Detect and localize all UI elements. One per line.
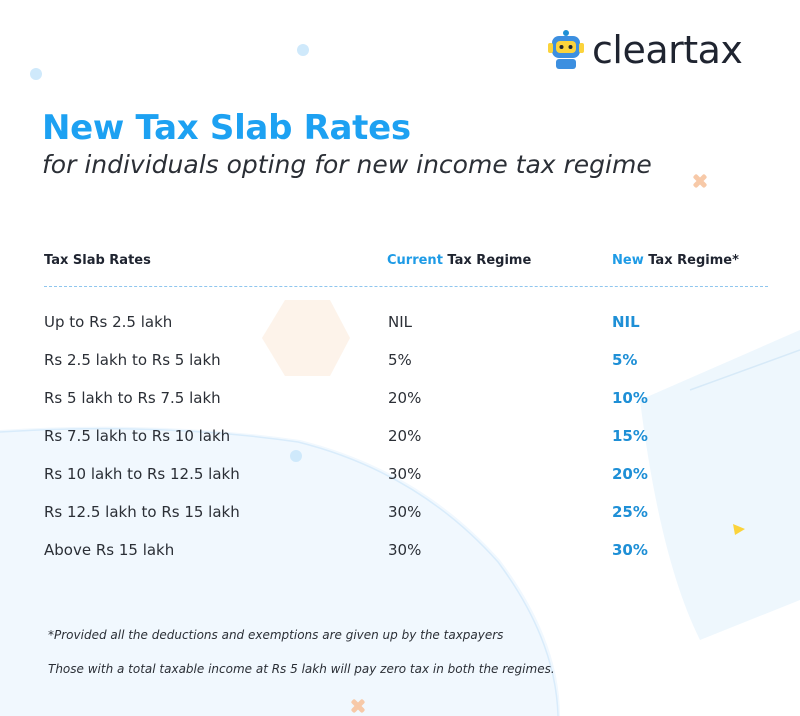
table-row: Rs 7.5 lakh to Rs 10 lakh 20% 15% bbox=[0, 426, 800, 464]
footnote-zero-tax: Those with a total taxable income at Rs … bbox=[48, 662, 555, 676]
decor-dot-top bbox=[297, 44, 309, 56]
decor-plus-bottom bbox=[351, 699, 365, 713]
decor-dot-middle bbox=[290, 450, 302, 462]
current-rate-cell: 30% bbox=[388, 541, 422, 559]
new-rate-cell: 20% bbox=[612, 465, 648, 483]
new-rate-cell: 5% bbox=[612, 351, 638, 369]
table-row: Up to Rs 2.5 lakh NIL NIL bbox=[0, 312, 800, 350]
slab-cell: Up to Rs 2.5 lakh bbox=[44, 313, 173, 331]
table-row: Rs 5 lakh to Rs 7.5 lakh 20% 10% bbox=[0, 388, 800, 426]
table-row: Above Rs 15 lakh 30% 30% bbox=[0, 540, 800, 578]
page-subtitle: for individuals opting for new income ta… bbox=[42, 150, 652, 179]
decor-dot-left bbox=[30, 68, 42, 80]
current-rate-cell: 5% bbox=[388, 351, 412, 369]
new-rate-cell: 25% bbox=[612, 503, 648, 521]
header-current-rest: Tax Regime bbox=[442, 253, 532, 268]
table-row: Rs 12.5 lakh to Rs 15 lakh 30% 25% bbox=[0, 502, 800, 540]
table-header-divider bbox=[44, 286, 768, 287]
new-rate-cell: 10% bbox=[612, 389, 648, 407]
header-tax-slab-rates: Tax Slab Rates bbox=[44, 253, 151, 268]
current-rate-cell: 20% bbox=[388, 427, 422, 445]
slab-cell: Rs 2.5 lakh to Rs 5 lakh bbox=[44, 351, 221, 369]
slab-cell: Rs 7.5 lakh to Rs 10 lakh bbox=[44, 427, 231, 445]
slab-cell: Rs 10 lakh to Rs 12.5 lakh bbox=[44, 465, 240, 483]
new-rate-cell: 15% bbox=[612, 427, 648, 445]
header-new-highlight: New bbox=[612, 253, 644, 268]
page-title: New Tax Slab Rates bbox=[42, 108, 411, 148]
new-rate-cell: 30% bbox=[612, 541, 648, 559]
background-hexagon-orange bbox=[262, 300, 350, 376]
slab-cell: Above Rs 15 lakh bbox=[44, 541, 175, 559]
new-rate-cell: NIL bbox=[612, 313, 640, 331]
cleartax-robot-icon bbox=[548, 30, 584, 69]
current-rate-cell: 30% bbox=[388, 465, 422, 483]
table-row: Rs 10 lakh to Rs 12.5 lakh 30% 20% bbox=[0, 464, 800, 502]
background-hexagon-right bbox=[640, 330, 800, 640]
current-rate-cell: NIL bbox=[388, 313, 413, 331]
decor-plus-top-right bbox=[693, 174, 707, 188]
slab-cell: Rs 5 lakh to Rs 7.5 lakh bbox=[44, 389, 221, 407]
table-row: Rs 2.5 lakh to Rs 5 lakh 5% 5% bbox=[0, 350, 800, 388]
header-current-regime: Current Tax Regime bbox=[387, 253, 531, 268]
footnote-deductions: *Provided all the deductions and exempti… bbox=[48, 628, 504, 642]
header-current-highlight: Current bbox=[387, 253, 443, 268]
decor-triangle bbox=[733, 524, 745, 535]
header-new-regime: New Tax Regime* bbox=[612, 253, 739, 268]
slab-cell: Rs 12.5 lakh to Rs 15 lakh bbox=[44, 503, 240, 521]
current-rate-cell: 30% bbox=[388, 503, 422, 521]
brand-logo: cleartax bbox=[548, 28, 743, 72]
header-new-rest: Tax Regime* bbox=[643, 253, 739, 268]
brand-name: cleartax bbox=[592, 28, 743, 72]
background-wave-left bbox=[0, 426, 560, 716]
current-rate-cell: 20% bbox=[388, 389, 422, 407]
